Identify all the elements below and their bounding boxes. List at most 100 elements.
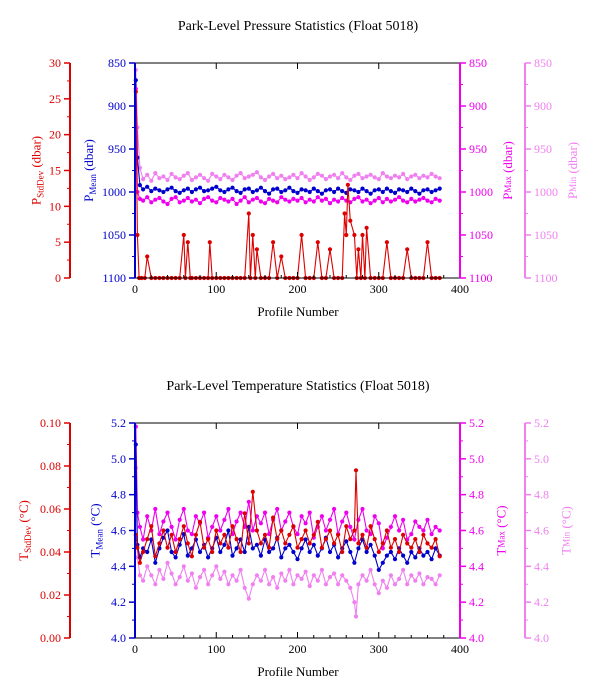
- temperature-min-point-3: [141, 578, 146, 583]
- pressure-max-point-39: [287, 199, 292, 204]
- temperature-max-point-10: [169, 524, 174, 530]
- temperature-mean-point-46: [315, 553, 320, 558]
- temperature-stddev-point-38: [283, 541, 288, 546]
- temperature-mean-point-9: [165, 528, 170, 533]
- pressure-mean-point-9: [165, 187, 170, 192]
- pressure-max-point-59: [368, 201, 373, 206]
- pressure-min-point-52: [340, 171, 345, 176]
- pressure-mean-point-46: [315, 189, 320, 194]
- temperature-stddev-point-25: [230, 524, 235, 529]
- pressure-mean-axis-title: PMean (dbar): [81, 139, 98, 202]
- pressure-stddev-point-60: [344, 232, 349, 238]
- pressure-mean-point-37: [279, 189, 284, 195]
- temperature-stddev-point-77: [437, 554, 442, 559]
- pressure-max-tick-label-2: 950: [469, 142, 487, 156]
- temperature-min-point-16: [193, 585, 198, 590]
- pressure-mean-point-75: [433, 188, 438, 193]
- pressure-stddev-point-69: [364, 225, 369, 230]
- pressure-mean-point-56: [356, 189, 361, 195]
- temperature-min-point-2: [137, 573, 142, 578]
- temperature-stddev-point-75: [429, 545, 434, 550]
- pressure-max-point-52: [340, 195, 345, 201]
- pressure-max-point-49: [327, 201, 333, 206]
- pressure-mean-point-73: [425, 187, 430, 192]
- temperature-stddev-line: [135, 470, 441, 563]
- pressure-stddev-point-59: [342, 211, 347, 216]
- temperature-xtick-label-0: 0: [132, 642, 138, 656]
- temperature-mean-tick-label-0: 4.0: [111, 631, 126, 645]
- pressure-max-point-38: [283, 197, 288, 202]
- temperature-stddev-point-6: [153, 554, 158, 559]
- pressure-min-point-69: [409, 174, 414, 179]
- temperature-max-tick-label-5: 5.0: [469, 452, 484, 466]
- temperature-mean-point-53: [344, 539, 349, 544]
- temperature-mean-point-58: [364, 549, 369, 555]
- temperature-stddev-point-21: [214, 528, 219, 533]
- temperature-stddev-axis-title-unit: (°C): [16, 500, 31, 526]
- temperature-mean-point-5: [149, 537, 154, 542]
- temperature-stddev-point-37: [279, 528, 284, 533]
- temperature-min-point-31: [254, 573, 259, 578]
- temperature-chart: Park-Level Temperature Statistics (Float…: [16, 379, 573, 679]
- pressure-mean-point-14: [185, 186, 190, 191]
- temperature-max-axis-title: TMax (°C): [493, 505, 508, 555]
- temperature-mean-point-30: [250, 546, 255, 551]
- pressure-min-point-7: [157, 176, 162, 181]
- temperature-min-point-21: [214, 564, 219, 569]
- temperature-max-line: [135, 426, 441, 551]
- temperature-min-tick-label-3: 4.6: [534, 524, 549, 538]
- temperature-stddev-point-68: [401, 532, 406, 537]
- temperature-min-point-62: [376, 591, 381, 596]
- temperature-stddev-point-34: [267, 545, 272, 550]
- temperature-min-axis-title-main: T: [558, 547, 573, 555]
- pressure-max-point-35: [271, 198, 276, 203]
- pressure-min-point-30: [250, 172, 255, 177]
- temperature-stddev-point-2: [137, 560, 142, 565]
- pressure-min-point-33: [262, 177, 268, 183]
- temperature-min-point-28: [242, 585, 247, 590]
- pressure-max-point-32: [258, 199, 263, 204]
- temperature-max-point-41: [295, 532, 300, 537]
- temperature-mean-point-39: [287, 542, 292, 547]
- pressure-max-point-50: [332, 197, 337, 202]
- pressure-stddev-point-67: [360, 232, 365, 238]
- pressure-stddev-point-62: [348, 218, 353, 223]
- temperature-min-point-41: [295, 573, 300, 578]
- pressure-min-point-72: [421, 173, 426, 178]
- pressure-stddev-tick-label-4: 20: [49, 128, 61, 142]
- temperature-min-tick-label-0: 4.0: [534, 631, 549, 645]
- temperature-min-point-4: [145, 564, 150, 569]
- pressure-mean-point-2: [137, 183, 142, 188]
- temperature-stddev-point-35: [271, 515, 276, 520]
- pressure-mean-point-13: [181, 188, 186, 193]
- pressure-max-point-43: [303, 200, 308, 205]
- temperature-stddev-point-14: [185, 541, 190, 546]
- pressure-mean-point-23: [222, 189, 227, 195]
- temperature-min-point-37: [279, 571, 284, 576]
- pressure-min-point-54: [348, 177, 353, 183]
- temperature-stddev-point-55: [352, 528, 357, 533]
- temperature-min-point-53: [344, 578, 349, 583]
- temperature-min-point-68: [401, 567, 406, 573]
- temperature-stddev-point-33: [262, 532, 268, 537]
- pressure-min-point-66: [397, 175, 402, 180]
- temperature-max-point-22: [218, 528, 223, 533]
- temperature-min-point-51: [336, 582, 341, 587]
- pressure-max-point-21: [214, 200, 219, 205]
- temperature-max-point-56: [356, 517, 361, 522]
- pressure-min-point-71: [417, 176, 422, 181]
- pressure-stddev-tick-label-3: 15: [49, 164, 61, 178]
- temperature-min-point-75: [429, 576, 434, 582]
- pressure-xtick-label-0: 0: [132, 282, 138, 296]
- pressure-mean-point-74: [429, 189, 434, 195]
- temperature-min-point-47: [319, 567, 324, 573]
- temperature-stddev-axis-title-main: T: [16, 553, 31, 561]
- pressure-mean-point-28: [242, 187, 247, 192]
- temperature-max-point-14: [185, 528, 190, 533]
- pressure-stddev-point-74: [384, 240, 389, 245]
- pressure-chart-xlabel: Profile Number: [257, 304, 339, 319]
- temperature-stddev-point-3: [141, 549, 146, 555]
- temperature-min-point-44: [307, 583, 312, 589]
- temperature-min-point-72: [417, 571, 422, 576]
- temperature-max-point-27: [238, 510, 243, 515]
